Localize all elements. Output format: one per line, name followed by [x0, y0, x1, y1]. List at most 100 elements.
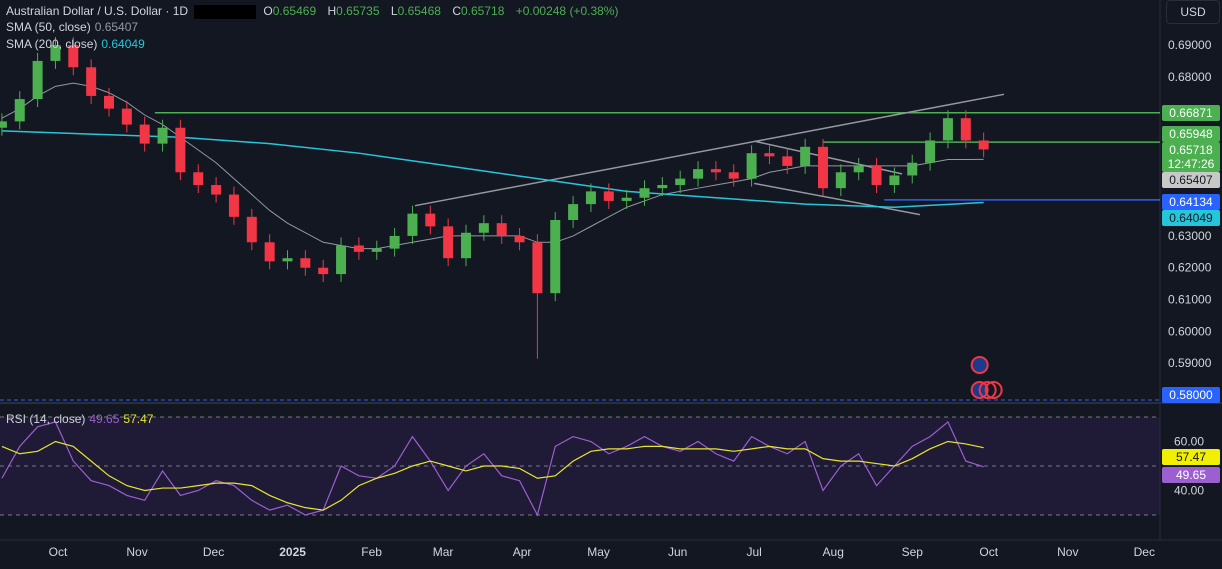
candle-body	[603, 191, 614, 201]
low-value: 0.65468	[397, 4, 441, 18]
price-label-bg	[1162, 387, 1220, 403]
candle-body	[925, 140, 936, 163]
candle	[871, 157, 882, 193]
candle	[300, 250, 311, 276]
candle	[139, 116, 150, 152]
au-flag-icon	[970, 356, 989, 374]
candle-body	[764, 153, 775, 157]
candle-body	[0, 121, 7, 128]
open-value: 0.65469	[272, 4, 317, 18]
candle	[104, 87, 114, 117]
time-tick: Oct	[49, 545, 68, 559]
time-tick: Nov	[1057, 545, 1078, 559]
candle-body	[585, 191, 596, 205]
candle	[68, 37, 79, 76]
price-label-bg	[1162, 194, 1220, 210]
rsi-value: 49.65	[89, 412, 120, 426]
candle	[568, 196, 579, 228]
candle	[675, 170, 686, 193]
rsi-ma-line	[1, 440, 984, 511]
candle-body	[960, 118, 971, 141]
candle	[336, 237, 347, 283]
candle-body	[211, 185, 222, 195]
candle	[710, 161, 721, 181]
candle-body	[461, 232, 471, 259]
candle-body	[425, 213, 436, 227]
candle	[353, 237, 364, 260]
price-label-bg	[1162, 105, 1220, 121]
candle	[978, 132, 989, 158]
candle-body	[246, 216, 257, 243]
price-tick: 0.68000	[1168, 70, 1212, 84]
time-tick: Aug	[823, 545, 844, 559]
candle-body	[139, 124, 150, 144]
sma200-legend[interactable]: SMA (200, close) 0.64049	[6, 37, 149, 51]
candle-body	[121, 108, 132, 125]
candle-body	[532, 242, 543, 294]
high-label: H	[327, 4, 337, 18]
candle-body	[193, 172, 204, 186]
time-tick: May	[587, 545, 610, 559]
candle	[764, 145, 775, 165]
candle	[264, 234, 275, 270]
candle-body	[871, 165, 882, 186]
candle	[246, 208, 257, 251]
candle-body	[496, 223, 507, 236]
rsi-value-label-bg	[1162, 449, 1220, 465]
candle-body	[835, 172, 846, 189]
price-label: 0.65948	[1169, 127, 1213, 141]
rsi-tick: 60.00	[1174, 435, 1204, 449]
rsi-line	[1, 420, 984, 517]
sma50-label: SMA (50, close)	[6, 20, 91, 34]
symbol-title[interactable]: Australian Dollar / U.S. Dollar · 1D	[6, 4, 189, 18]
candle-body	[675, 178, 686, 186]
rsi-legend[interactable]: RSI (14, close) 49.65 57.47	[6, 412, 157, 426]
candle	[14, 91, 25, 130]
candle	[889, 167, 900, 193]
rsi-value-label-bg	[1162, 467, 1220, 483]
price-label: 0.58000	[1169, 388, 1213, 402]
trendline	[414, 93, 1005, 207]
candle-body	[657, 185, 668, 189]
time-tick: Dec	[1134, 545, 1155, 559]
candle	[514, 227, 525, 251]
price-label-bg	[1162, 210, 1220, 226]
price-tick: 0.69000	[1168, 38, 1212, 52]
price-label-bg	[1162, 142, 1220, 172]
change-value: +0.00248 (+0.38%)	[515, 4, 619, 18]
time-tick: Sep	[902, 545, 924, 559]
candle	[0, 113, 7, 136]
candle	[157, 119, 168, 152]
currency-button[interactable]: USD	[1166, 0, 1220, 24]
candle-body	[353, 245, 364, 252]
open-label: O	[263, 4, 273, 18]
candle	[50, 37, 61, 69]
candle	[86, 59, 97, 104]
candle	[907, 154, 918, 184]
candle-body	[621, 197, 632, 201]
candle-body	[32, 60, 43, 100]
rsi-label: RSI (14, close)	[6, 412, 86, 426]
candle-body	[157, 127, 168, 144]
countdown-label: 12:47:26	[1168, 157, 1215, 171]
candle	[193, 164, 204, 193]
candle-body	[728, 172, 739, 179]
price-tick: 0.63000	[1168, 229, 1212, 243]
candle-body	[389, 235, 400, 249]
price-label: 0.65718	[1169, 143, 1213, 157]
sma50-legend[interactable]: SMA (50, close) 0.65407	[6, 20, 142, 34]
candle-body	[568, 204, 579, 221]
price-label: 0.64049	[1169, 211, 1213, 225]
candle-body	[86, 67, 97, 96]
candle-body	[300, 258, 311, 268]
price-label: 0.66871	[1169, 106, 1213, 120]
candle-body	[282, 258, 293, 262]
candle-body	[478, 223, 489, 233]
rsi-tick: 40.00	[1174, 484, 1204, 498]
candle	[532, 234, 543, 359]
candle-body	[264, 242, 275, 262]
candle-body	[514, 235, 525, 243]
candle	[389, 227, 400, 257]
candle	[925, 132, 936, 171]
